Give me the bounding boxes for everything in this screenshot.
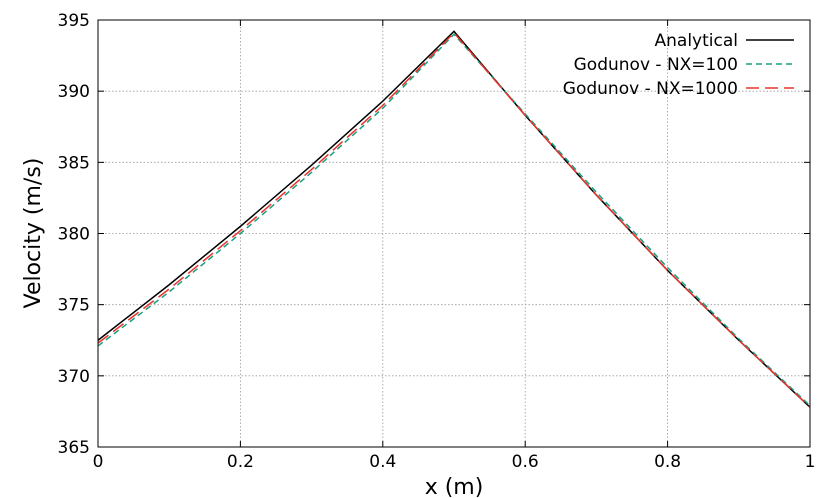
x-tick-label: 1 xyxy=(805,452,816,472)
y-tick-label: 365 xyxy=(58,438,90,458)
x-axis-ticks: 0 0.2 0.4 0.6 0.8 1 xyxy=(93,20,816,472)
legend-label: Analytical xyxy=(655,31,738,51)
y-axis-label: Velocity (m/s) xyxy=(21,158,46,309)
legend-label: Godunov - NX=100 xyxy=(574,55,738,75)
x-axis-label: x (m) xyxy=(425,475,484,498)
series-line-3 xyxy=(97,31,811,408)
legend-label: Godunov - NX=1000 xyxy=(563,79,738,99)
y-tick-label: 375 xyxy=(58,296,90,316)
x-tick-label: 0.4 xyxy=(369,452,396,472)
x-tick-label: 0.8 xyxy=(654,452,681,472)
y-tick-label: 380 xyxy=(58,225,90,245)
y-tick-label: 385 xyxy=(58,153,90,173)
series-line-2 xyxy=(97,33,811,407)
legend: Analytical Godunov - NX=100 Godunov - NX=1… xyxy=(563,31,794,99)
series-group xyxy=(97,30,811,408)
x-tick-label: 0 xyxy=(93,452,104,472)
y-tick-label: 390 xyxy=(58,82,90,102)
y-tick-label: 370 xyxy=(58,367,90,387)
x-tick-label: 0.6 xyxy=(512,452,539,472)
x-tick-label: 0.2 xyxy=(227,452,254,472)
y-tick-label: 395 xyxy=(58,11,90,31)
y-axis-ticks: 365 370 375 380 385 390 395 xyxy=(58,11,810,458)
